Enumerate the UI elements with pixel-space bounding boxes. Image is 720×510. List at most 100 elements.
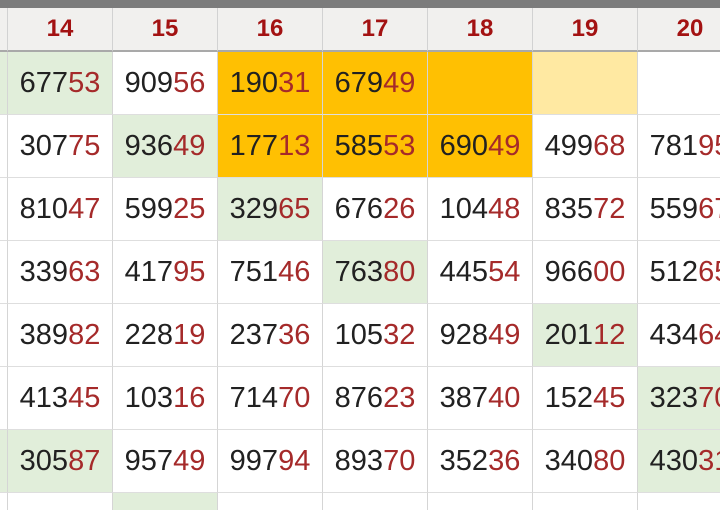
digits-black: 307: [19, 129, 69, 162]
digits-red: 49: [173, 129, 206, 162]
digits-red: 00: [593, 255, 626, 288]
digits-black: 105: [334, 318, 384, 351]
digits-black: 966: [544, 255, 594, 288]
edge-column-cell: [0, 178, 8, 241]
table-cell: 677 53: [8, 52, 113, 115]
digits-black: 387: [439, 381, 489, 414]
table-cell: [533, 52, 638, 115]
table-cell: 676 26: [323, 178, 428, 241]
table-cell: 928 49: [428, 304, 533, 367]
edge-column-cell: [0, 241, 8, 304]
digits-black: 512: [649, 255, 699, 288]
table-cell: 329 65: [218, 178, 323, 241]
column-header-19: 19: [533, 8, 638, 52]
digits-black: 781: [649, 129, 699, 162]
digits-red: 47: [68, 192, 101, 225]
table-cell: [323, 493, 428, 510]
table-cell: 152 45: [533, 367, 638, 430]
table-cell: 201 12: [533, 304, 638, 367]
digits-black: 677: [19, 66, 69, 99]
digits-red: 68: [593, 129, 626, 162]
top-bar: [0, 0, 720, 8]
table-cell: 599 25: [113, 178, 218, 241]
table-cell: 307 75: [8, 115, 113, 178]
digits-black: 936: [124, 129, 174, 162]
table-cell: [428, 493, 533, 510]
column-header-17: 17: [323, 8, 428, 52]
digits-red: 25: [173, 192, 206, 225]
digits-black: 499: [544, 129, 594, 162]
table-cell: 340 80: [533, 430, 638, 493]
digits-black: 835: [544, 192, 594, 225]
table-cell: 445 54: [428, 241, 533, 304]
digits-red: 19: [173, 318, 206, 351]
digits-black: 690: [439, 129, 489, 162]
digits-red: 94: [278, 444, 311, 477]
digits-red: 49: [488, 318, 521, 351]
digits-black: 201: [544, 318, 594, 351]
table-cell: 499 68: [533, 115, 638, 178]
digits-black: 585: [334, 129, 384, 162]
digits-black: 957: [124, 444, 174, 477]
table-cell: 690 49: [428, 115, 533, 178]
table-cell: 417 95: [113, 241, 218, 304]
table-cell: 966 00: [533, 241, 638, 304]
digits-red: 95: [698, 129, 720, 162]
digits-red: 49: [173, 444, 206, 477]
table-cell: 835 72: [533, 178, 638, 241]
digits-black: 876: [334, 381, 384, 414]
digits-red: 36: [488, 444, 521, 477]
digits-black: 104: [439, 192, 489, 225]
digits-black: 103: [124, 381, 174, 414]
digits-black: 413: [19, 381, 69, 414]
digits-red: 65: [278, 192, 311, 225]
table-cell: 413 45: [8, 367, 113, 430]
digits-black: 676: [334, 192, 384, 225]
digits-red: 49: [488, 129, 521, 162]
digits-red: 70: [278, 381, 311, 414]
column-header-15: 15: [113, 8, 218, 52]
digits-black: 323: [649, 381, 699, 414]
digits-black: 445: [439, 255, 489, 288]
table-cell: 228 19: [113, 304, 218, 367]
table-cell: [8, 493, 113, 510]
digits-red: 23: [383, 381, 416, 414]
table-cell: 751 46: [218, 241, 323, 304]
table-cell: 55967: [638, 178, 720, 241]
table-cell: [638, 493, 720, 510]
digits-black: 228: [124, 318, 174, 351]
digits-black: 237: [229, 318, 279, 351]
edge-column-cell: [0, 493, 8, 510]
digits-black: 352: [439, 444, 489, 477]
digits-red: 40: [488, 381, 521, 414]
digits-red: 46: [278, 255, 311, 288]
digits-red: 75: [68, 129, 101, 162]
table-cell: 679 49: [323, 52, 428, 115]
edge-column-cell: [0, 52, 8, 115]
edge-column-cell: [0, 304, 8, 367]
digits-black: 679: [334, 66, 384, 99]
table-cell: 78195: [638, 115, 720, 178]
digits-red: 67: [698, 192, 720, 225]
digits-black: 417: [124, 255, 174, 288]
digits-black: 430: [649, 444, 699, 477]
digits-black: 305: [19, 444, 69, 477]
digits-black: 389: [19, 318, 69, 351]
results-table[interactable]: 14 15 16 17 18 19 20 677 53 909 56 190 31 679 49 307 75 9…: [0, 8, 720, 510]
digits-black: 893: [334, 444, 384, 477]
digits-black: 177: [229, 129, 279, 162]
table-cell: 190 31: [218, 52, 323, 115]
table-cell: 177 13: [218, 115, 323, 178]
table-cell: [638, 52, 720, 115]
digits-black: 339: [19, 255, 69, 288]
digits-red: 82: [68, 318, 101, 351]
digits-black: 152: [544, 381, 594, 414]
digits-red: 32: [383, 318, 416, 351]
table-cell: 305 87: [8, 430, 113, 493]
column-header-16: 16: [218, 8, 323, 52]
digits-red: 54: [488, 255, 521, 288]
header-edge-stub: [0, 8, 8, 52]
digits-black: 434: [649, 318, 699, 351]
table-cell: 893 70: [323, 430, 428, 493]
